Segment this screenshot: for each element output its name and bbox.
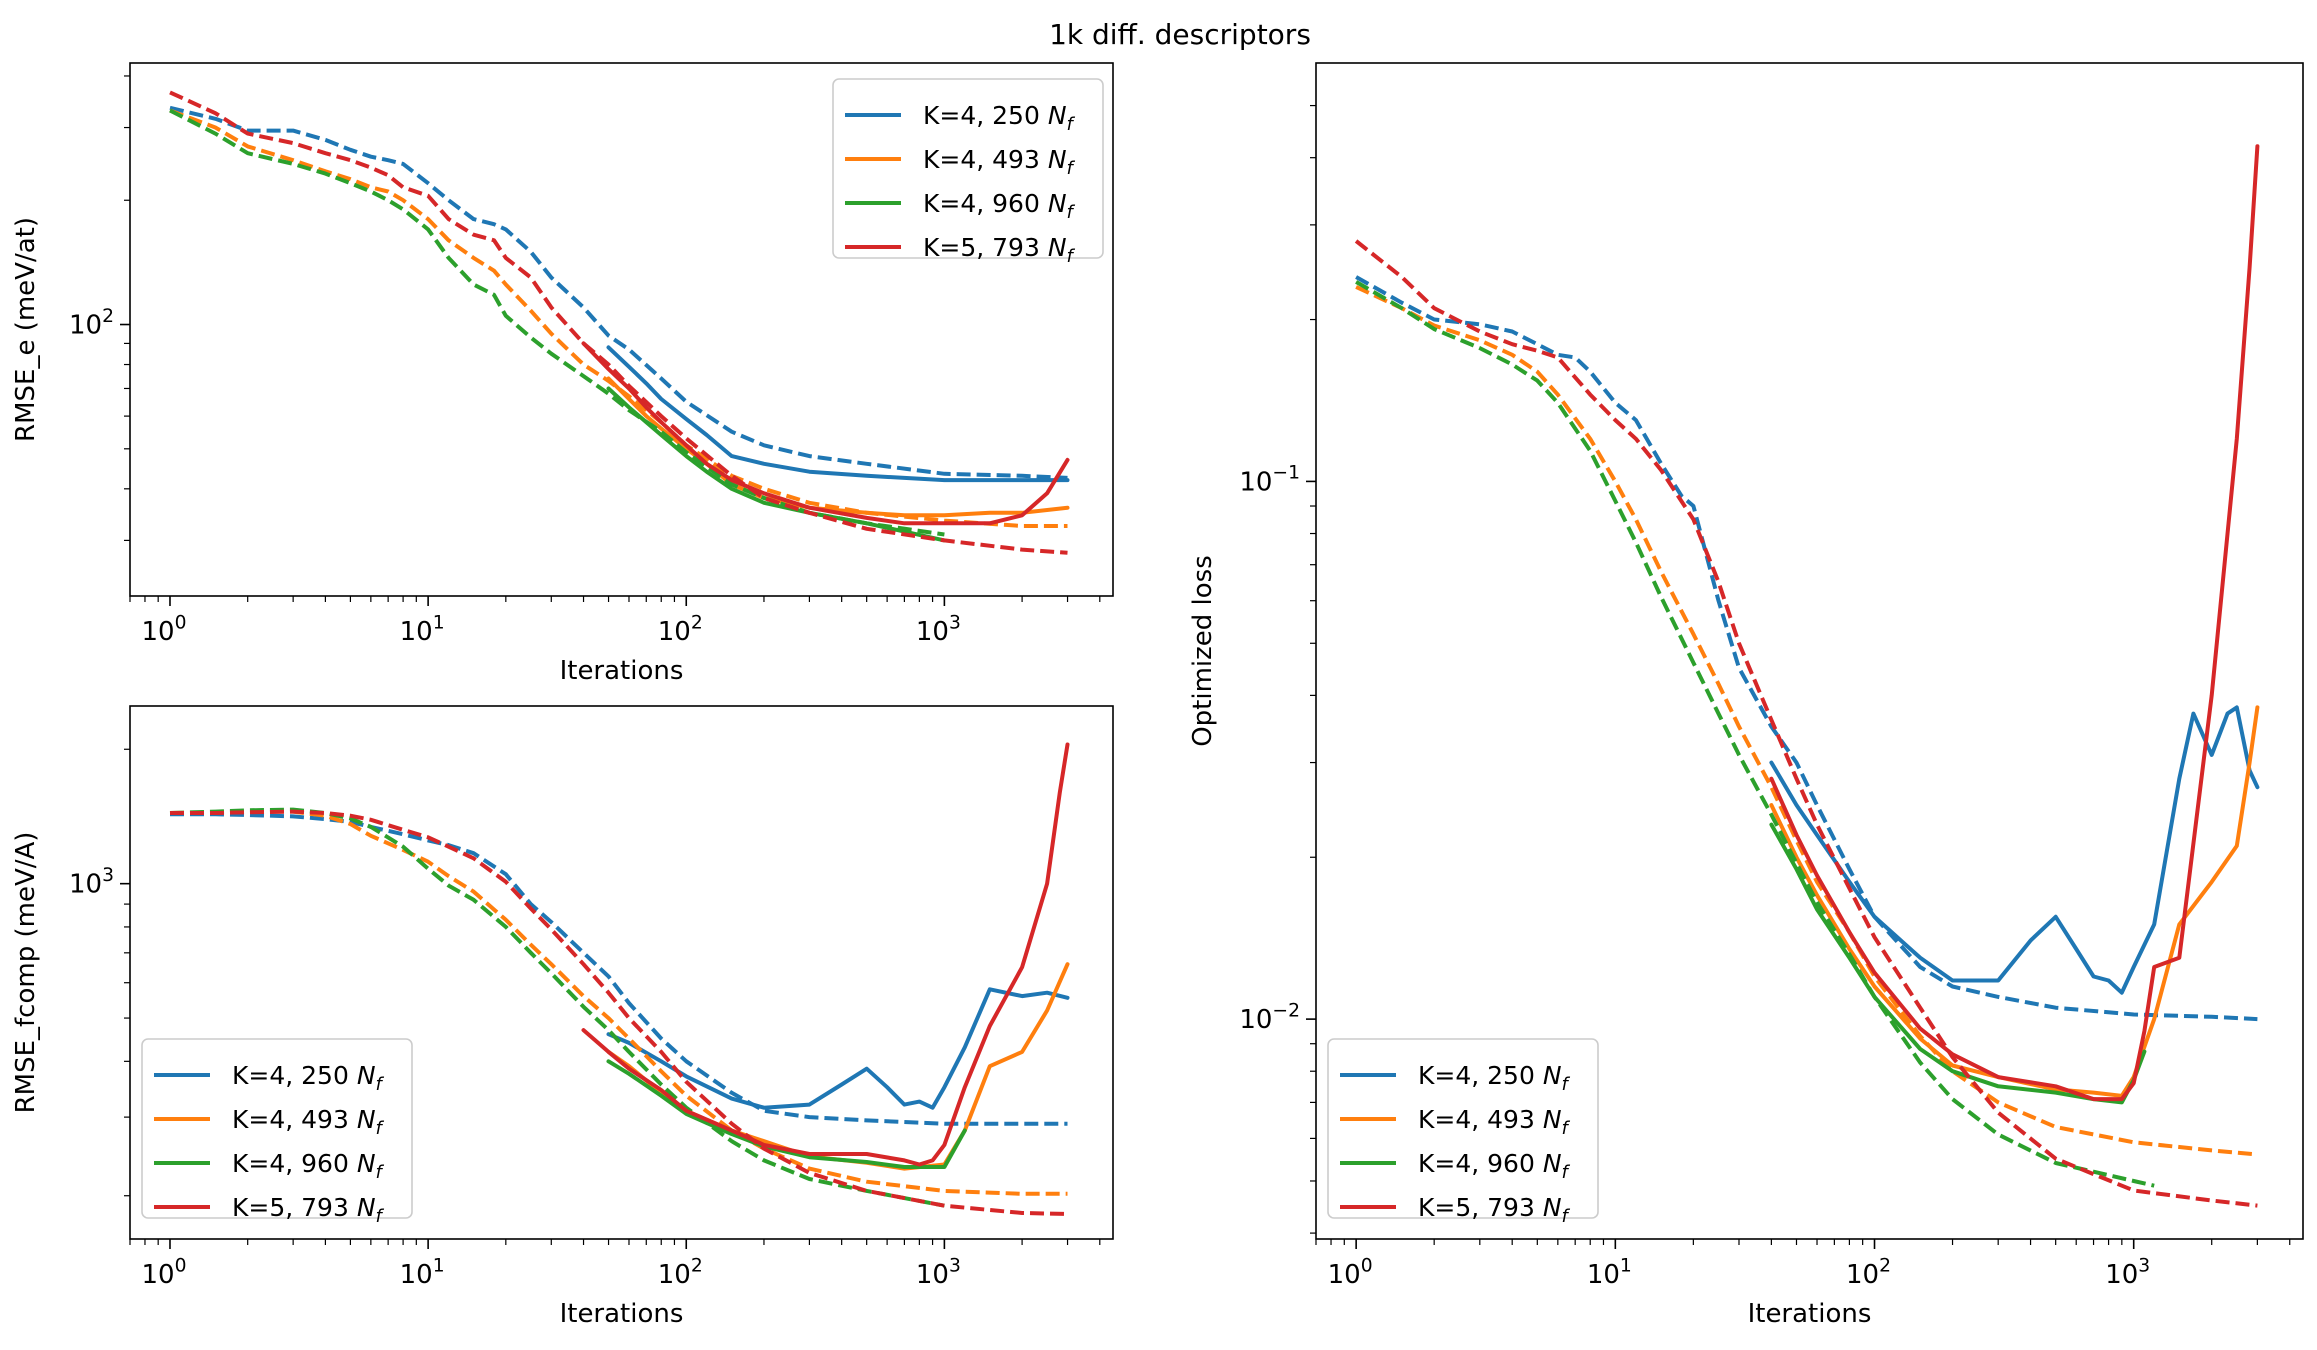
series-line-6-solid	[581, 341, 1070, 526]
x-axis-label: Iterations	[1748, 1299, 1872, 1329]
series-line-5-dashed	[1355, 280, 2155, 1188]
series-line-4-solid	[606, 386, 947, 543]
legend: K=4, 250 Nf K=4, 493 Nf K=4, 960 Nf K=5, 79…	[141, 1038, 413, 1227]
series-line-1-dashed	[169, 105, 1068, 480]
axes-frame	[129, 62, 1114, 597]
legend-entry: K=4, 250 Nf	[1418, 1061, 1571, 1095]
legend-entry: K=5, 793 Nf	[1418, 1193, 1571, 1227]
tick-label: 102	[658, 1255, 703, 1290]
axes-frame	[1315, 62, 2304, 1240]
tick-label: 101	[1587, 1255, 1632, 1290]
series-line-5-dashed	[169, 108, 945, 537]
tick-label: 100	[141, 612, 186, 647]
legend-entry: K=4, 250 Nf	[232, 1061, 385, 1095]
legend-entry: K=4, 960 Nf	[1418, 1149, 1571, 1183]
tick-label: 100	[1328, 1255, 1373, 1290]
series-line-7-dashed	[169, 90, 1068, 555]
tick-label: 102	[1846, 1255, 1891, 1290]
legend-entry: K=4, 493 Nf	[232, 1105, 385, 1139]
tick-label: 101	[400, 612, 445, 647]
series-line-6-solid	[1769, 144, 2260, 1102]
legend-entry: K=4, 493 Nf	[923, 145, 1076, 179]
tick-label: 103	[916, 1255, 961, 1290]
series-line-0-solid	[606, 987, 1070, 1110]
y-axis-label: Optimized loss	[1188, 555, 1218, 747]
axes-frame	[129, 705, 1114, 1240]
suptitle: 1k diff. descriptors	[1049, 18, 1311, 51]
legend-entry: K=5, 793 Nf	[232, 1193, 385, 1227]
series-line-2-solid	[606, 962, 1070, 1171]
legend-entry: K=4, 960 Nf	[923, 189, 1076, 223]
series-line-0-solid	[606, 345, 1070, 483]
tick-label: 103	[69, 865, 114, 900]
tick-label: 103	[2105, 1255, 2150, 1290]
chart-rmse_e: 100 101 102 103 102 Iterations RMSE_e (meV/at)…	[11, 62, 1114, 686]
tick-label: 10−1	[1239, 463, 1300, 498]
legend-entry: K=5, 793 Nf	[923, 233, 1076, 267]
series-line-7-dashed	[1354, 239, 2258, 1208]
series-line-7-dashed	[170, 809, 1068, 1216]
series-line-3-dashed	[1355, 285, 2258, 1157]
tick-label: 10−2	[1239, 1000, 1300, 1035]
tick-label: 102	[658, 612, 703, 647]
series-line-3-dashed	[169, 809, 1068, 1196]
series-line-4-solid	[1769, 822, 2147, 1105]
tick-label: 100	[141, 1255, 186, 1290]
legend-entry: K=4, 250 Nf	[923, 101, 1076, 135]
chart-rmse_fcomp: 100 101 102 103 103 Iterations RMSE_fcomp (meV…	[11, 705, 1114, 1329]
y-axis-label: RMSE_e (meV/at)	[11, 217, 41, 442]
series-line-6-solid	[581, 742, 1070, 1167]
legend-entry: K=4, 960 Nf	[232, 1149, 385, 1183]
chart-loss: 100 101 102 103 10−2 10−1 Iterations Optimized …	[1188, 62, 2304, 1329]
tick-label: 101	[400, 1255, 445, 1290]
series-line-1-dashed	[1355, 275, 2258, 1022]
x-axis-label: Iterations	[560, 1299, 684, 1329]
legend: K=4, 250 Nf K=4, 493 Nf K=4, 960 Nf K=5, 79…	[832, 78, 1104, 267]
tick-label: 103	[916, 612, 961, 647]
legend-entry: K=4, 493 Nf	[1418, 1105, 1571, 1139]
legend: K=4, 250 Nf K=4, 493 Nf K=4, 960 Nf K=5, 79…	[1327, 1038, 1599, 1227]
x-axis-label: Iterations	[560, 656, 684, 686]
tick-label: 102	[69, 306, 114, 341]
series-line-3-dashed	[169, 108, 1068, 528]
y-axis-label: RMSE_fcomp (meV/A)	[11, 832, 41, 1114]
